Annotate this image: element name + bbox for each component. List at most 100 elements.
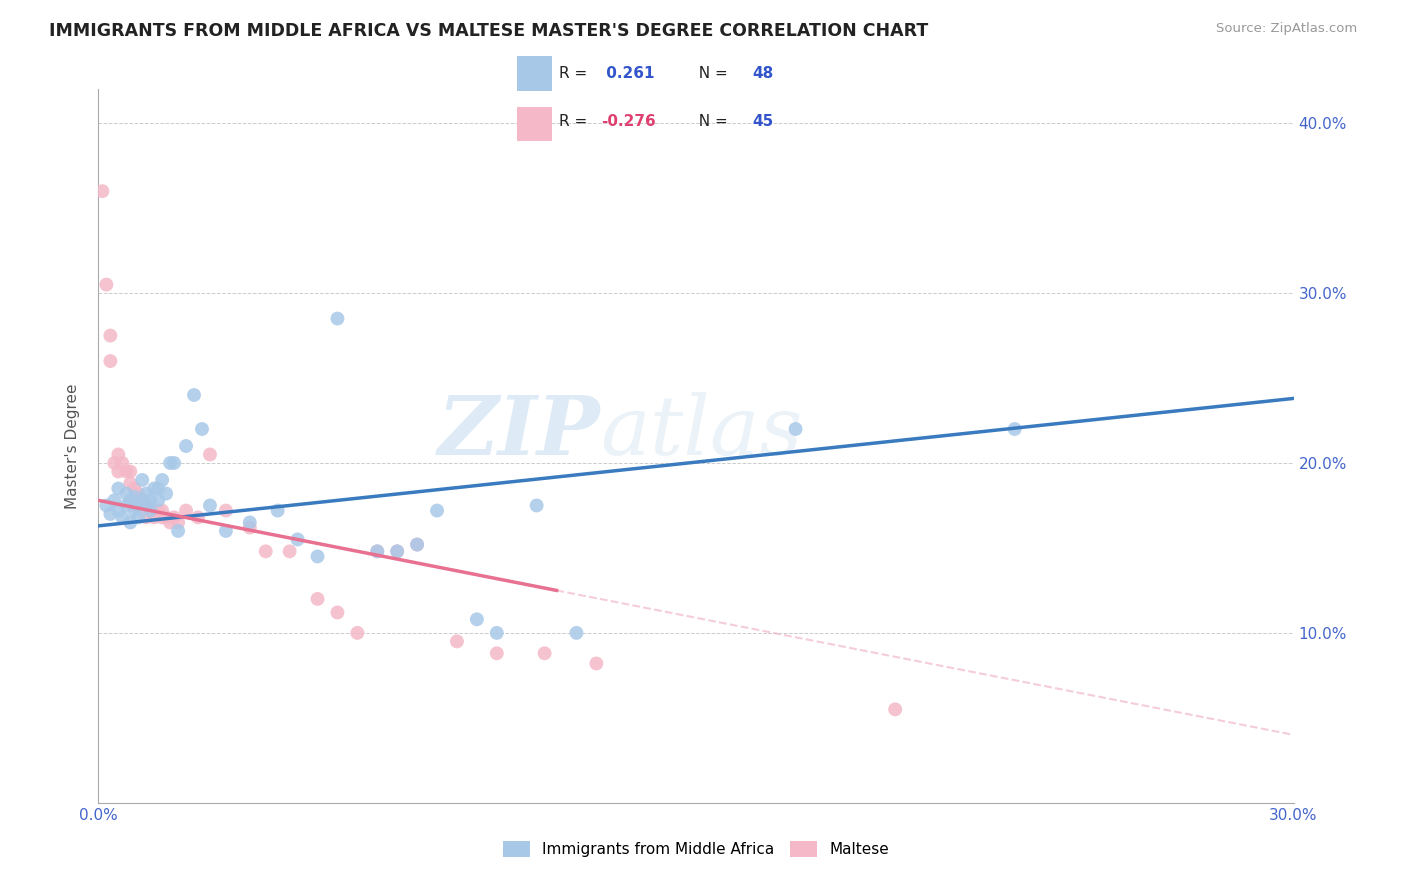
Point	[163, 456, 186, 470]
Point	[167, 524, 190, 538]
Point	[107, 448, 129, 462]
Point	[127, 499, 149, 513]
Point	[115, 486, 138, 500]
Point	[107, 482, 129, 496]
Point	[98, 507, 122, 521]
Point	[135, 499, 157, 513]
Point	[1004, 422, 1026, 436]
Point	[127, 499, 149, 513]
Legend: Immigrants from Middle Africa, Maltese: Immigrants from Middle Africa, Maltese	[496, 835, 896, 863]
Point	[96, 499, 118, 513]
Point	[98, 328, 122, 343]
Point	[287, 533, 309, 547]
Text: atlas: atlas	[600, 392, 803, 472]
Text: R =: R =	[560, 66, 592, 81]
Point	[120, 493, 142, 508]
Point	[239, 520, 262, 534]
Point	[526, 499, 548, 513]
Point	[385, 544, 409, 558]
Point	[366, 544, 388, 558]
Point	[198, 499, 221, 513]
Point	[124, 499, 146, 513]
Point	[183, 388, 205, 402]
Point	[163, 510, 186, 524]
Point	[267, 503, 290, 517]
Text: N =: N =	[689, 114, 733, 129]
Point	[96, 277, 118, 292]
Point	[124, 503, 146, 517]
Text: IMMIGRANTS FROM MIDDLE AFRICA VS MALTESE MASTER'S DEGREE CORRELATION CHART: IMMIGRANTS FROM MIDDLE AFRICA VS MALTESE…	[49, 22, 928, 40]
Point	[148, 493, 170, 508]
Point	[485, 626, 508, 640]
Point	[565, 626, 588, 640]
Point	[131, 493, 153, 508]
Point	[446, 634, 468, 648]
Point	[127, 486, 149, 500]
Text: 45: 45	[752, 114, 773, 129]
Point	[107, 465, 129, 479]
Point	[307, 549, 329, 564]
Point	[111, 456, 134, 470]
FancyBboxPatch shape	[517, 56, 551, 91]
FancyBboxPatch shape	[517, 107, 551, 141]
Point	[155, 510, 177, 524]
Point	[465, 612, 488, 626]
Point	[326, 606, 349, 620]
Point	[198, 448, 221, 462]
Point	[215, 524, 238, 538]
Text: 0.261: 0.261	[602, 66, 655, 81]
Point	[191, 422, 214, 436]
Point	[307, 591, 329, 606]
Point	[159, 516, 181, 530]
Text: -0.276: -0.276	[602, 114, 655, 129]
Point	[326, 311, 349, 326]
Point	[135, 510, 157, 524]
Point	[533, 646, 555, 660]
Point	[124, 482, 146, 496]
Point	[139, 503, 162, 517]
Point	[131, 493, 153, 508]
Point	[111, 510, 134, 524]
Point	[135, 499, 157, 513]
Point	[150, 503, 173, 517]
Point	[139, 503, 162, 517]
Point	[115, 499, 138, 513]
Point	[150, 510, 173, 524]
Point	[143, 482, 166, 496]
Point	[884, 702, 907, 716]
Point	[174, 503, 197, 517]
Point	[139, 493, 162, 508]
Point	[187, 510, 209, 524]
Point	[585, 657, 607, 671]
Point	[254, 544, 277, 558]
Text: Source: ZipAtlas.com: Source: ZipAtlas.com	[1216, 22, 1357, 36]
Y-axis label: Master's Degree: Master's Degree	[65, 384, 80, 508]
Point	[785, 422, 807, 436]
Point	[426, 503, 449, 517]
Point	[107, 503, 129, 517]
Point	[239, 516, 262, 530]
Point	[148, 503, 170, 517]
Point	[135, 486, 157, 500]
Point	[103, 456, 125, 470]
Point	[115, 465, 138, 479]
Point	[131, 473, 153, 487]
Point	[167, 516, 190, 530]
Point	[215, 503, 238, 517]
Point	[385, 544, 409, 558]
Point	[143, 510, 166, 524]
Point	[124, 490, 146, 504]
Point	[120, 476, 142, 491]
Point	[406, 537, 429, 551]
Point	[278, 544, 301, 558]
Text: R =: R =	[560, 114, 592, 129]
Point	[103, 493, 125, 508]
Point	[174, 439, 197, 453]
Point	[120, 516, 142, 530]
Point	[91, 184, 114, 198]
Text: 48: 48	[752, 66, 773, 81]
Point	[155, 486, 177, 500]
Point	[485, 646, 508, 660]
Point	[98, 354, 122, 368]
Point	[159, 456, 181, 470]
